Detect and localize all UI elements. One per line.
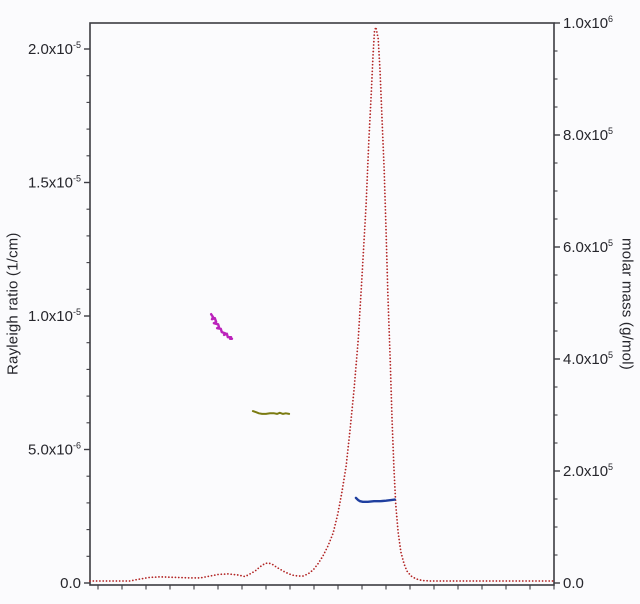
series-rayleigh-ratio-trace: [89, 27, 554, 582]
right-axis-title: molar mass (g/mol): [618, 238, 636, 370]
series-molar-mass-segment-olive: [251, 410, 291, 415]
x-axis: [97, 585, 555, 590]
series-molar-mass-segment-magenta: [209, 313, 234, 340]
y-axis-right: 1.0x106 8.0x105 6.0x105 4.0x105 2.0x105 0.0: [554, 14, 613, 592]
tick-label: 4.0x105: [563, 350, 613, 368]
tick-label: 0.0: [563, 575, 584, 592]
tick-label: 1.5x10-5: [28, 174, 81, 192]
tick-label: 2.0x105: [563, 462, 613, 480]
tick-label: 1.0x10-5: [28, 307, 81, 325]
tick-label: 0.0: [60, 575, 81, 592]
tick-label: 2.0x10-5: [28, 40, 81, 58]
y-axis-left: 2.0x10-5 1.5x10-5 1.0x10-5 5.0x10-6 0.0: [28, 40, 90, 592]
tick-label: 1.0x106: [563, 14, 613, 32]
tick-label: 5.0x10-6: [28, 441, 81, 459]
tick-label: 8.0x105: [563, 126, 613, 144]
series-molar-mass-segment-blue: [354, 496, 396, 503]
plot-frame: [89, 22, 555, 586]
tick-label: 6.0x105: [563, 238, 613, 256]
